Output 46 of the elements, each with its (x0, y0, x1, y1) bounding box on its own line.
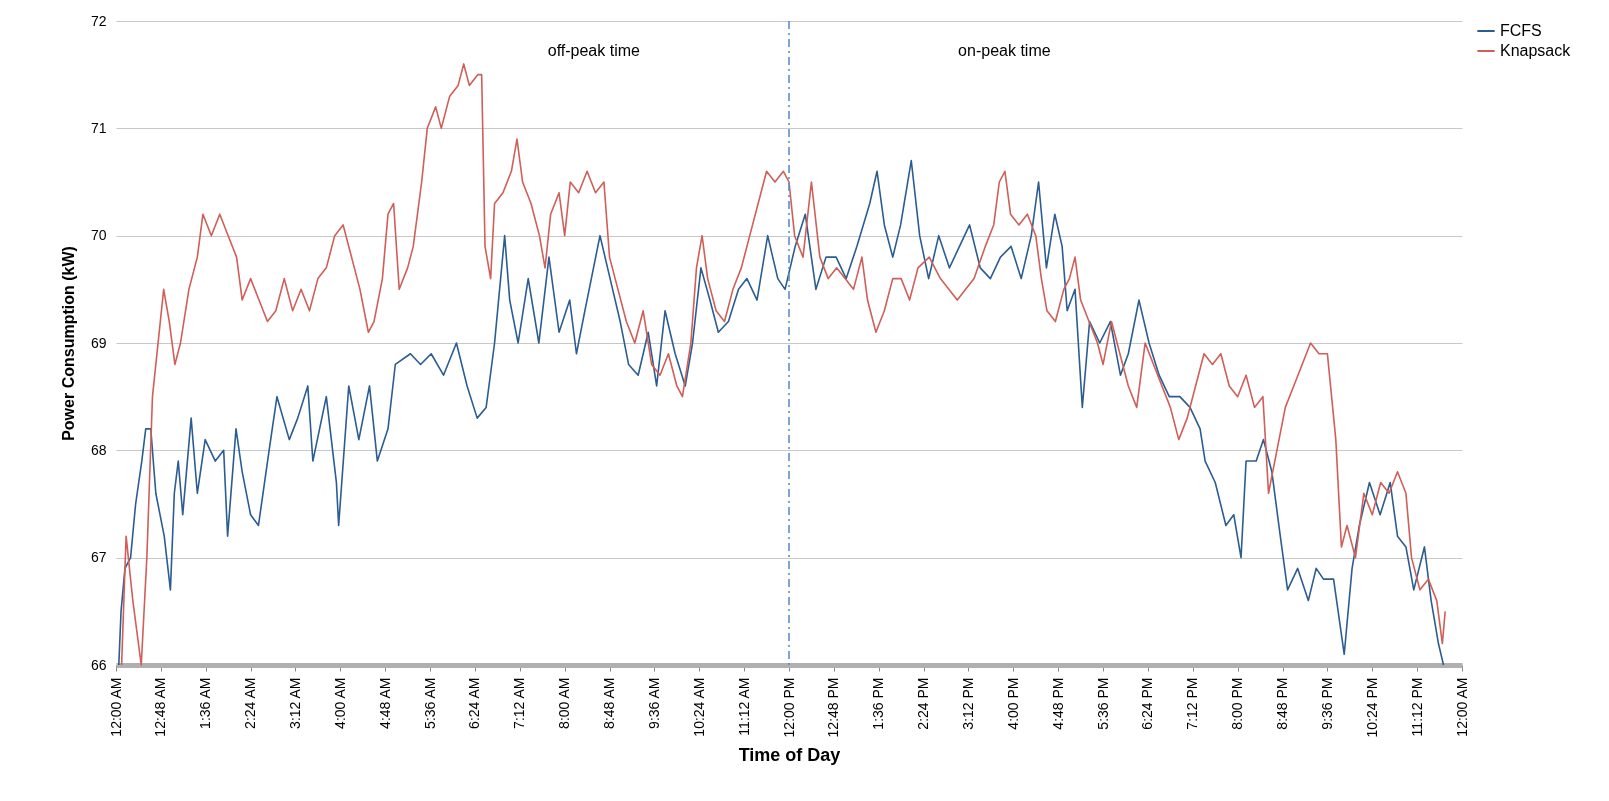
x-tick-label: 3:12 AM (286, 677, 303, 729)
y-tick-label: 68 (90, 441, 107, 458)
x-tick-label: 11:12 AM (735, 677, 752, 736)
x-tick-label: 3:12 PM (959, 677, 976, 730)
x-tick-label: 5:36 AM (421, 677, 438, 729)
legend-label: Knapsack (1500, 42, 1572, 59)
line-series (118, 159, 1445, 666)
x-tick-label: 4:48 PM (1049, 677, 1066, 730)
x-tick-label: 12:00 PM (780, 677, 797, 738)
x-tick-label: 2:24 AM (242, 677, 259, 729)
x-tick-label: 8:00 PM (1229, 677, 1246, 730)
x-tick-label: 4:00 PM (1004, 677, 1021, 730)
x-tick-label: 12:48 AM (152, 677, 169, 737)
x-tick-label: 8:48 PM (1274, 677, 1291, 730)
x-tick-label: 1:36 AM (197, 677, 214, 729)
x-tick-label: 9:36 PM (1318, 677, 1335, 730)
x-tick-label: 7:12 PM (1184, 677, 1201, 730)
annotation: off-peak time (547, 42, 641, 59)
x-tick-label: 12:00 AM (107, 677, 124, 737)
y-tick-label: 71 (90, 119, 107, 136)
x-axis-title: Time of Day (738, 745, 841, 766)
x-tick-label: 6:24 AM (466, 677, 483, 729)
x-tick-label: 9:36 AM (645, 677, 662, 729)
x-tick-label: 10:24 PM (1363, 677, 1380, 738)
x-tick-label: 5:36 PM (1094, 677, 1111, 730)
legend-label: FCFS (1500, 22, 1542, 39)
x-tick-label: 7:12 AM (511, 677, 528, 729)
y-axis-title: Power Consumption (kW) (59, 246, 77, 441)
line-series (120, 63, 1446, 666)
y-tick-label: 70 (90, 227, 107, 244)
x-tick-label: 12:00 AM (1453, 677, 1470, 737)
y-tick-label: 67 (90, 549, 107, 566)
x-tick-label: 4:48 AM (376, 677, 393, 729)
x-tick-label: 8:00 AM (556, 677, 573, 729)
annotation: on-peak time (958, 42, 1051, 59)
x-tick-label: 6:24 PM (1139, 677, 1156, 730)
x-tick-label: 4:00 AM (331, 677, 348, 729)
x-tick-label: 2:24 PM (915, 677, 932, 730)
x-tick-label: 10:24 AM (690, 677, 707, 737)
x-tick-label: 12:48 PM (825, 677, 842, 738)
y-tick-label: 72 (90, 12, 107, 29)
y-tick-label: 69 (90, 334, 107, 351)
x-tick-label: 1:36 PM (870, 677, 887, 730)
y-tick-label: 66 (90, 656, 107, 673)
x-tick-label: 11:12 PM (1408, 677, 1425, 737)
x-tick-label: 8:48 AM (601, 677, 618, 729)
